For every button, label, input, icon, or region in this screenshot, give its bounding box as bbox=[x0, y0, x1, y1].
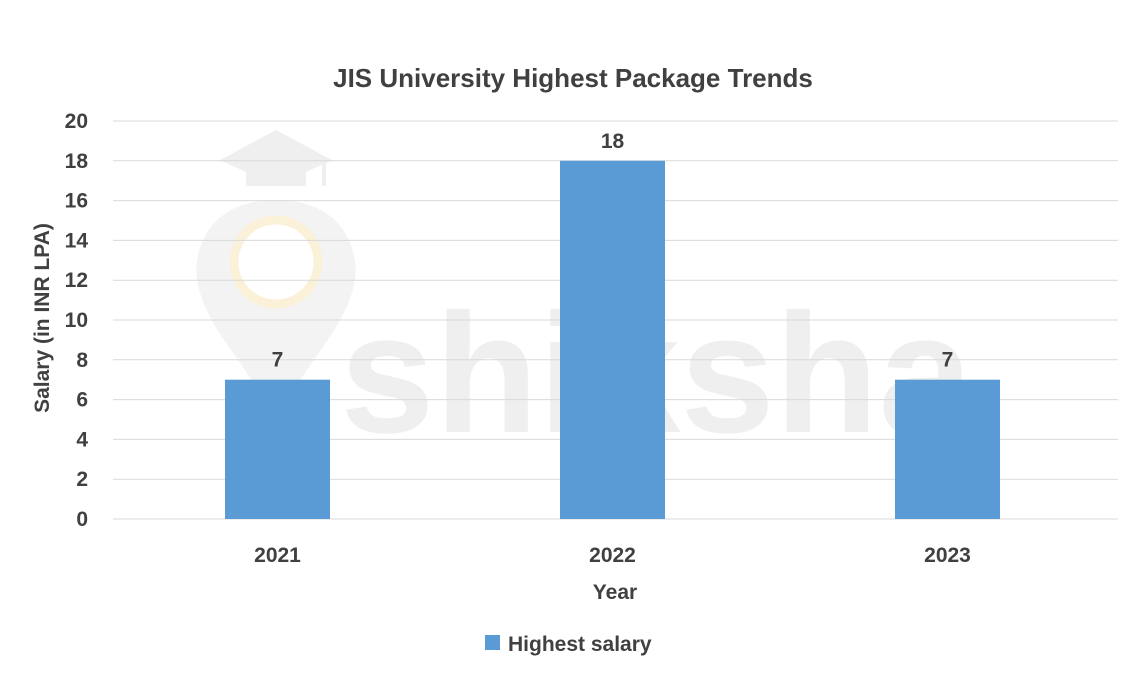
x-axis-ticks: 2021 2022 2023 bbox=[254, 544, 971, 567]
y-tick-label: 2 bbox=[76, 468, 88, 491]
bar bbox=[560, 160, 665, 520]
y-axis-title: Salary (in INR LPA) bbox=[31, 223, 54, 413]
y-tick-label: 16 bbox=[65, 190, 88, 213]
y-tick-label: 8 bbox=[76, 349, 88, 372]
bar bbox=[225, 379, 330, 519]
data-label: 18 bbox=[601, 130, 625, 153]
y-tick-label: 0 bbox=[76, 508, 88, 531]
y-tick-label: 4 bbox=[76, 428, 88, 451]
data-label: 7 bbox=[942, 349, 954, 372]
x-tick-label: 2022 bbox=[589, 544, 636, 567]
legend-swatch bbox=[485, 635, 500, 650]
data-label: 7 bbox=[272, 349, 284, 372]
y-tick-label: 12 bbox=[65, 269, 88, 292]
y-tick-label: 10 bbox=[65, 309, 88, 332]
bars bbox=[225, 160, 1000, 520]
graduation-cap-logo-icon bbox=[196, 130, 356, 430]
y-axis-ticks: 0 2 4 6 8 10 12 14 16 18 20 bbox=[65, 110, 89, 531]
chart-title: JIS University Highest Package Trends bbox=[333, 63, 813, 93]
x-tick-label: 2021 bbox=[254, 544, 301, 567]
data-labels: 7 18 7 bbox=[272, 130, 954, 372]
y-tick-label: 14 bbox=[65, 229, 89, 252]
bar bbox=[895, 379, 1000, 519]
y-tick-label: 6 bbox=[76, 389, 88, 412]
legend: Highest salary bbox=[485, 633, 652, 656]
x-axis-title: Year bbox=[593, 581, 637, 604]
legend-label: Highest salary bbox=[508, 633, 652, 656]
y-tick-label: 20 bbox=[65, 110, 88, 133]
x-tick-label: 2023 bbox=[924, 544, 971, 567]
y-tick-label: 18 bbox=[65, 150, 89, 173]
